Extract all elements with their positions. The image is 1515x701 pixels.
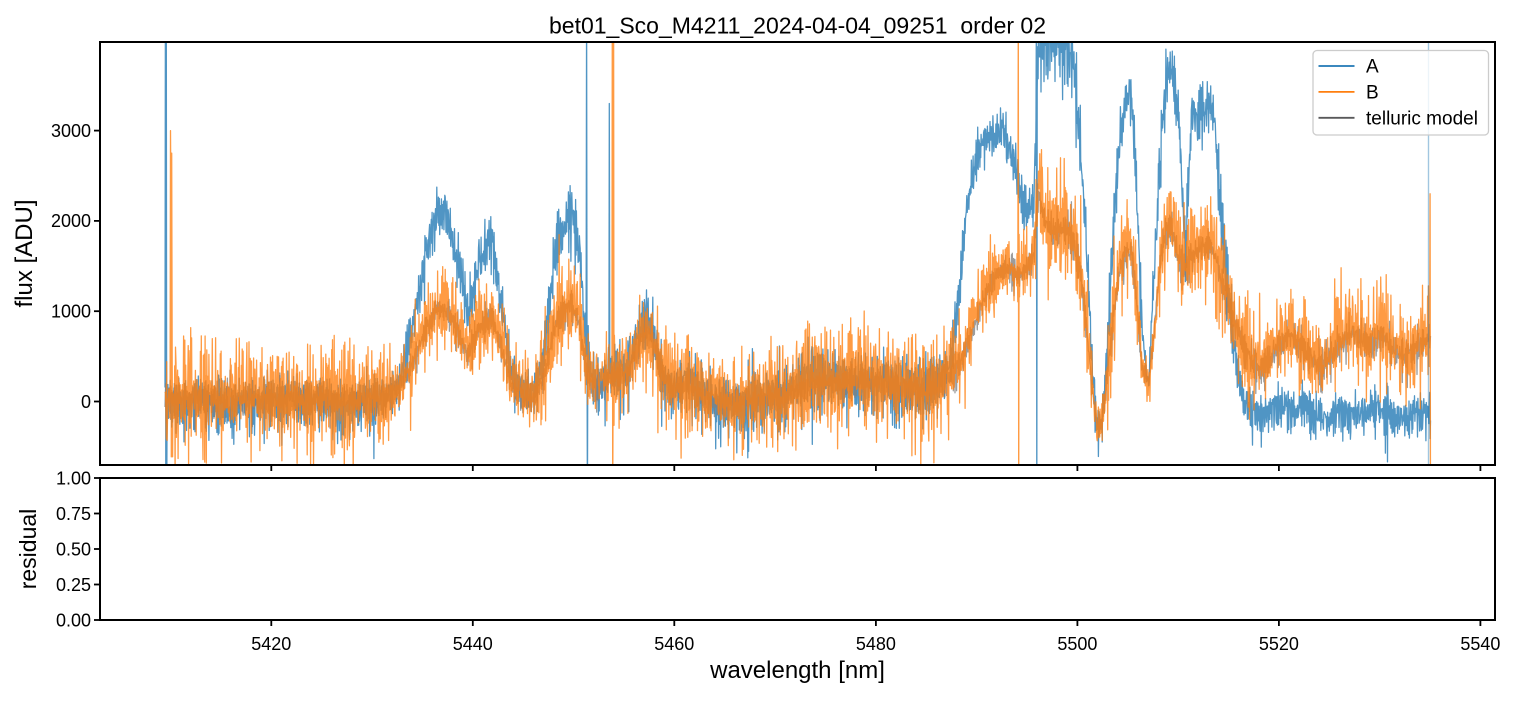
svg-text:1000: 1000 [51,302,91,322]
svg-text:flux [ADU]: flux [ADU] [11,199,38,307]
svg-text:1.00: 1.00 [56,468,91,488]
svg-text:0.00: 0.00 [56,610,91,630]
svg-text:0.50: 0.50 [56,539,91,559]
svg-text:0.75: 0.75 [56,504,91,524]
svg-text:5520: 5520 [1259,634,1299,654]
svg-text:wavelength [nm]: wavelength [nm] [709,657,885,684]
svg-text:5480: 5480 [856,634,896,654]
svg-text:residual: residual [15,509,41,590]
svg-text:5540: 5540 [1460,634,1500,654]
svg-text:0: 0 [81,392,91,412]
svg-text:3000: 3000 [51,121,91,141]
svg-text:2000: 2000 [51,211,91,231]
svg-text:0.25: 0.25 [56,575,91,595]
svg-text:5500: 5500 [1057,634,1097,654]
svg-text:B: B [1366,83,1379,104]
svg-text:5460: 5460 [654,634,694,654]
svg-text:5440: 5440 [453,634,493,654]
svg-text:A: A [1366,57,1379,78]
svg-text:telluric model: telluric model [1366,108,1478,129]
svg-text:5420: 5420 [251,634,291,654]
svg-text:bet01_Sco_M4211_2024-04-04_092: bet01_Sco_M4211_2024-04-04_09251 order 0… [549,13,1046,39]
